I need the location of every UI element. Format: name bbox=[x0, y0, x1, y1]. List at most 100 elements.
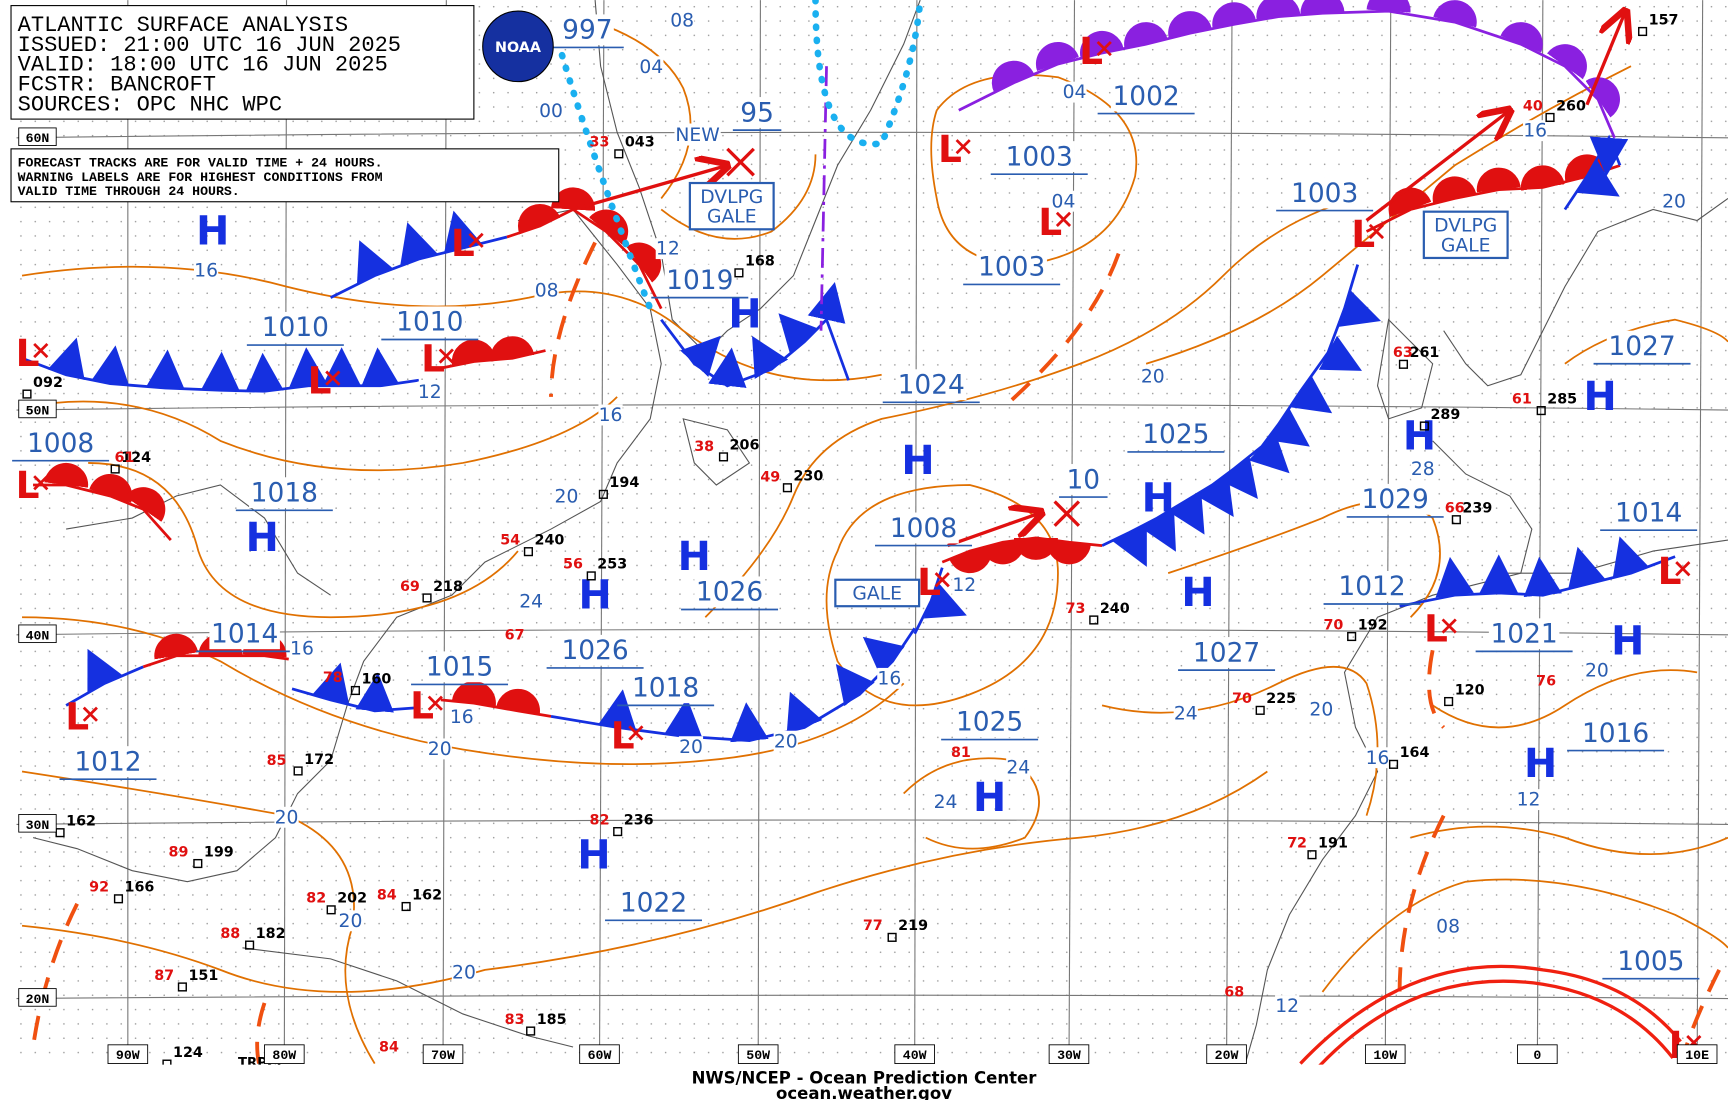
station-temperature: 70 bbox=[1323, 617, 1343, 633]
label-bg bbox=[1584, 660, 1609, 682]
station-temperature: 61 bbox=[1512, 391, 1532, 407]
isobar-label: 12 bbox=[1517, 790, 1541, 811]
logo: NOAA bbox=[495, 40, 541, 56]
pressure-label: 1002 bbox=[1112, 81, 1179, 112]
label-bg bbox=[417, 381, 442, 403]
station-pressure: 182 bbox=[256, 926, 286, 942]
station-pressure: 191 bbox=[1318, 836, 1348, 852]
label-bg bbox=[1062, 81, 1087, 103]
label-bg bbox=[630, 672, 701, 704]
lat-label-bg bbox=[18, 814, 57, 833]
low-center: L bbox=[1079, 29, 1103, 73]
isobar-label: 12 bbox=[656, 239, 680, 260]
lon-label-bg bbox=[894, 1044, 935, 1064]
label-bg bbox=[1615, 945, 1687, 977]
pressure-label: 1025 bbox=[1142, 419, 1209, 450]
lon-label: 30W bbox=[1057, 1048, 1081, 1063]
station-temperature: 81 bbox=[951, 745, 971, 761]
station-marker bbox=[598, 489, 608, 499]
label-bg bbox=[519, 590, 544, 612]
isobar-label: 12 bbox=[952, 575, 976, 596]
station-temperature: 40 bbox=[1523, 98, 1543, 114]
station-marker bbox=[1419, 421, 1429, 431]
isobar-label: 12 bbox=[418, 382, 442, 403]
station-pressure: 151 bbox=[188, 968, 218, 984]
station-marker bbox=[523, 547, 534, 557]
label-bg bbox=[534, 280, 559, 301]
label-bg bbox=[260, 311, 331, 343]
low-cross bbox=[1096, 40, 1112, 57]
station-pressure: 092 bbox=[33, 375, 63, 391]
label-bg bbox=[1516, 789, 1541, 811]
low-cross bbox=[1055, 211, 1072, 227]
station-pressure: 124 bbox=[121, 450, 151, 466]
isobar-label: 04 bbox=[1063, 82, 1087, 103]
label-bg bbox=[678, 736, 704, 758]
pressure-label: 1016 bbox=[1582, 718, 1649, 749]
station-pressure: 166 bbox=[125, 880, 155, 896]
station-marker bbox=[110, 464, 120, 474]
isobar-label: 20 bbox=[679, 737, 703, 758]
label-bg bbox=[1365, 747, 1390, 769]
lon-label: 80W bbox=[272, 1048, 296, 1063]
station-temperature: 83 bbox=[505, 1012, 525, 1028]
lat-label: 50N bbox=[26, 403, 50, 418]
station-marker bbox=[113, 894, 124, 904]
label-bg bbox=[1275, 995, 1300, 1017]
lat-label: 20N bbox=[26, 992, 50, 1007]
pressure-label: 1012 bbox=[74, 746, 141, 777]
low-center: L bbox=[1658, 549, 1682, 593]
pressure-label: 1026 bbox=[696, 577, 763, 608]
high-center: H bbox=[196, 209, 229, 255]
isobar-label: 00 bbox=[539, 101, 563, 122]
pressure-label: 1015 bbox=[426, 652, 493, 683]
station-pressure: 219 bbox=[898, 918, 928, 934]
isobar-label: 16 bbox=[290, 639, 314, 660]
station-marker bbox=[350, 685, 360, 696]
header-line: VALID: 18:00 UTC 16 JUN 2025 bbox=[18, 53, 388, 78]
label-bg bbox=[670, 10, 695, 31]
label-bg bbox=[888, 512, 959, 544]
station-marker bbox=[293, 766, 303, 776]
isobar-label: 24 bbox=[1174, 704, 1198, 725]
lon-label: 50W bbox=[746, 1048, 770, 1063]
station-pressure: 192 bbox=[1358, 617, 1388, 633]
isobar-label: 08 bbox=[1436, 916, 1460, 937]
pressure-label: 1029 bbox=[1362, 484, 1429, 515]
lon-label: 90W bbox=[116, 1048, 140, 1063]
isobar-label: 20 bbox=[555, 487, 579, 508]
low-cross bbox=[468, 232, 484, 248]
station-marker bbox=[1347, 631, 1357, 642]
station-temperature: 84 bbox=[379, 1039, 399, 1055]
lon-label: 70W bbox=[431, 1048, 455, 1063]
station-marker bbox=[1307, 850, 1317, 860]
high-center: H bbox=[1524, 741, 1557, 787]
isobar-label: 24 bbox=[519, 591, 543, 612]
pressure-label: 1018 bbox=[632, 673, 699, 704]
low-center: L bbox=[451, 221, 475, 265]
station-marker bbox=[718, 452, 729, 462]
pressure-label: 1025 bbox=[956, 707, 1023, 738]
fronts bbox=[21, 0, 1682, 1076]
low-center: L bbox=[1351, 212, 1375, 256]
label-bg bbox=[289, 638, 315, 660]
label-bg bbox=[1580, 717, 1651, 749]
pressure-label: 1022 bbox=[620, 887, 687, 918]
high-center: H bbox=[1584, 374, 1617, 420]
header-line: ATLANTIC SURFACE ANALYSIS bbox=[18, 13, 349, 38]
station-temperature: 84 bbox=[377, 887, 397, 903]
station-temperature: 72 bbox=[1287, 836, 1307, 852]
low-center: L bbox=[917, 560, 941, 604]
station-temperature: 61 bbox=[115, 450, 135, 466]
station-marker bbox=[1398, 359, 1409, 369]
station-marker bbox=[422, 593, 432, 603]
high-center: H bbox=[1611, 619, 1644, 665]
pressure-label: 1003 bbox=[1006, 141, 1073, 172]
station-pressure: 162 bbox=[66, 814, 96, 830]
pressure-label: 997 bbox=[562, 15, 612, 46]
low-cross bbox=[628, 725, 644, 741]
lon-label-bg bbox=[1364, 1044, 1406, 1064]
footer-line: ocean.weather.gov bbox=[776, 1084, 952, 1100]
pressure-label: 1008 bbox=[27, 428, 94, 459]
label-bg bbox=[1613, 497, 1684, 528]
